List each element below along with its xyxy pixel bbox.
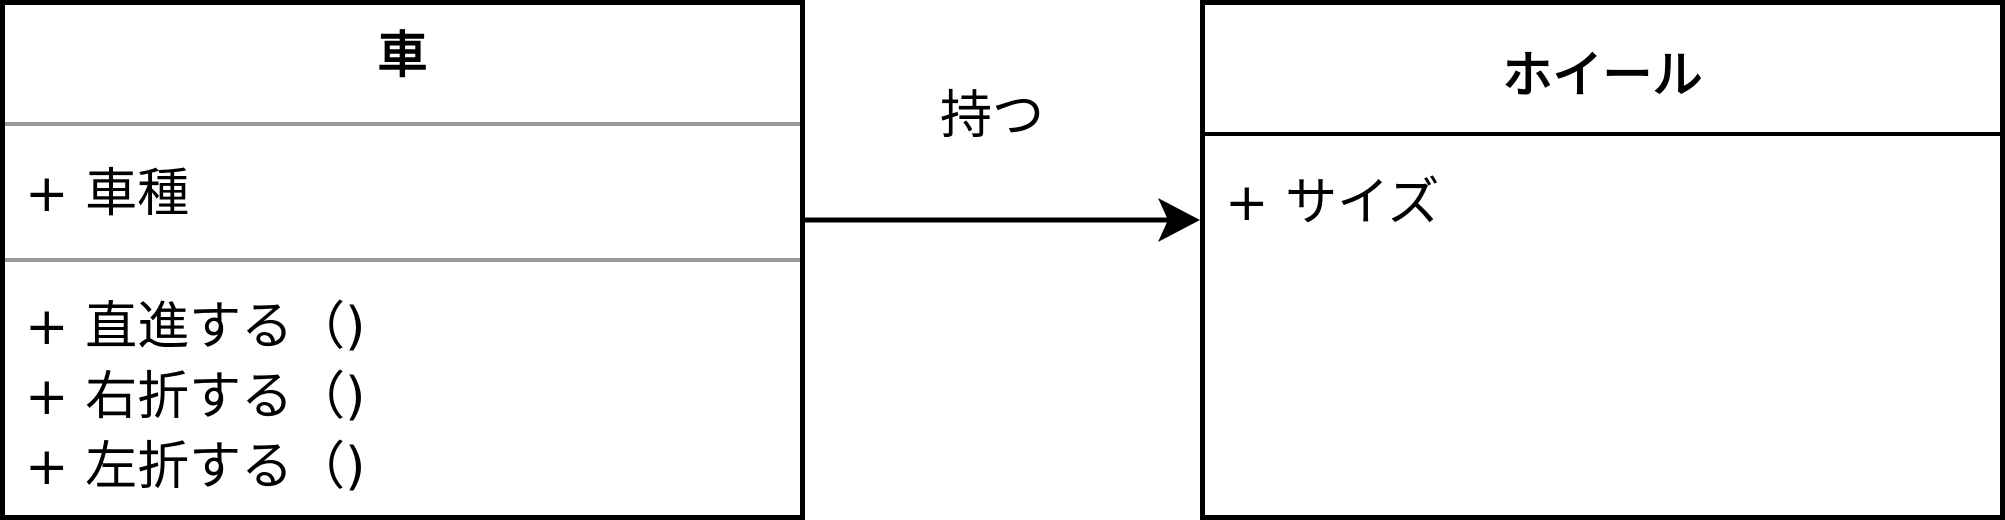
class-car-name: 車: [377, 26, 428, 84]
class-wheel[interactable]: ホイール + サイズ: [1200, 0, 2005, 520]
class-wheel-name: ホイール: [1502, 46, 1703, 104]
class-wheel-attribute: + サイズ: [1225, 173, 1440, 233]
class-car-op-separator: [5, 258, 800, 262]
class-car-attr-separator: [5, 122, 800, 126]
class-car[interactable]: 車 + 車種 + 直進する（) + 右折する（) + 左折する（): [0, 0, 805, 520]
class-car-operation: + 直進する（): [25, 297, 366, 357]
association-arrowhead: [1158, 198, 1200, 242]
class-car-operation: + 左折する（): [25, 437, 366, 497]
association-label: 持つ: [940, 86, 1045, 146]
class-car-operation: + 右折する（): [25, 367, 366, 427]
class-car-attribute: + 車種: [25, 164, 190, 224]
class-wheel-attr-separator: [1205, 132, 2000, 136]
